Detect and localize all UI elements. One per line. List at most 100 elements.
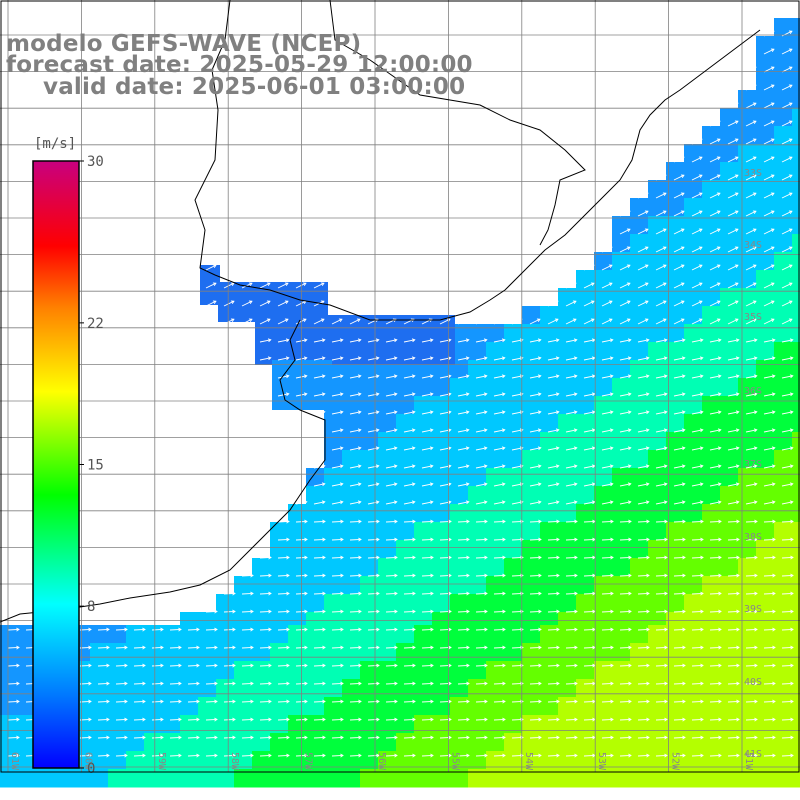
wind-arrow <box>781 228 793 235</box>
wind-arrow <box>457 719 470 721</box>
wind-arrow-head <box>609 446 614 451</box>
wind-arrow <box>133 665 146 667</box>
wind-speed-cell <box>486 414 505 433</box>
wind-speed-cell <box>612 643 631 662</box>
wind-arrow <box>673 629 686 631</box>
wind-arrow <box>493 318 505 325</box>
wind-arrow <box>547 593 560 595</box>
wind-speed-cell <box>324 558 343 577</box>
wind-arrow <box>709 264 721 271</box>
wind-arrow <box>457 300 469 307</box>
wind-speed-cell <box>666 540 685 559</box>
wind-arrow <box>745 357 757 361</box>
wind-arrow <box>673 683 686 685</box>
wind-speed-cell <box>792 697 800 716</box>
wind-speed-cell <box>522 360 541 379</box>
wind-arrow-head <box>771 464 776 469</box>
wind-arrow-head <box>429 446 434 451</box>
wind-arrow <box>475 737 488 739</box>
wind-speed-cell <box>360 486 379 505</box>
wind-speed-cell <box>522 450 541 469</box>
wind-speed-cell <box>792 522 800 541</box>
wind-arrow-head <box>681 338 686 343</box>
wind-arrow-head <box>520 573 524 578</box>
wind-arrow <box>727 521 740 523</box>
wind-arrow <box>187 737 200 739</box>
wind-arrow <box>277 411 289 415</box>
wind-arrow-head <box>789 392 794 397</box>
wind-arrow <box>241 375 253 379</box>
wind-speed-cell <box>540 378 559 397</box>
wind-speed-cell <box>648 324 667 343</box>
wind-arrow-head <box>466 663 470 668</box>
wind-arrow-head <box>320 318 325 322</box>
wind-arrow-head <box>663 410 668 415</box>
wind-arrow-head <box>754 645 758 650</box>
wind-arrow <box>727 557 740 559</box>
wind-arrow-head <box>754 681 758 686</box>
wind-arrow <box>655 210 667 217</box>
wind-arrow-head <box>394 591 398 596</box>
wind-arrow-head <box>770 156 775 160</box>
wind-arrow-head <box>555 338 560 343</box>
wind-arrow <box>349 593 362 595</box>
wind-speed-cell <box>594 252 613 271</box>
wind-arrow <box>709 174 721 181</box>
wind-arrow-head <box>664 717 668 722</box>
wind-speed-cell <box>720 540 739 559</box>
wind-arrow <box>223 665 236 667</box>
wind-arrow-head <box>339 392 344 397</box>
wind-arrow <box>763 156 775 163</box>
wind-arrow-head <box>663 338 668 343</box>
wind-arrow <box>655 593 668 595</box>
wind-arrow <box>547 411 559 415</box>
wind-speed-cell <box>558 558 577 577</box>
wind-arrow-head <box>574 735 578 740</box>
wind-speed-cell <box>270 661 289 680</box>
wind-arrow-head <box>393 446 398 451</box>
wind-arrow <box>745 557 758 559</box>
wind-arrow-head <box>664 753 668 758</box>
wind-speed-cell <box>504 432 523 451</box>
wind-speed-cell <box>432 504 451 523</box>
wind-arrow <box>673 411 685 415</box>
wind-speed-cell <box>414 414 433 433</box>
wind-arrow <box>313 683 326 685</box>
wind-speed-cell <box>738 144 757 163</box>
wind-arrow <box>403 557 416 559</box>
wind-arrow <box>349 318 361 325</box>
wind-arrow <box>565 429 577 433</box>
wind-arrow-head <box>788 156 793 160</box>
wind-arrow-head <box>357 410 362 415</box>
wind-arrow-head <box>412 627 416 632</box>
wind-speed-cell <box>720 558 739 577</box>
wind-arrow <box>79 701 92 703</box>
wind-arrow-head <box>303 374 308 379</box>
wind-arrow-head <box>214 609 218 614</box>
wind-arrow-head <box>664 735 668 740</box>
wind-arrow-head <box>16 735 20 740</box>
wind-arrow <box>241 665 254 667</box>
wind-arrow <box>727 318 739 325</box>
wind-arrow <box>367 501 379 505</box>
wind-arrow <box>745 483 757 487</box>
wind-arrow <box>79 755 92 757</box>
wind-arrow <box>457 647 470 649</box>
wind-arrow <box>745 156 757 163</box>
wind-arrow-head <box>484 735 488 740</box>
wind-speed-cell <box>738 126 757 145</box>
wind-arrow <box>691 264 703 271</box>
wind-arrow <box>295 300 307 307</box>
wind-speed-cell <box>720 216 739 235</box>
wind-speed-cell <box>576 558 595 577</box>
wind-arrow <box>97 719 110 721</box>
wind-speed-cell <box>288 504 307 523</box>
wind-arrow-head <box>771 428 776 433</box>
wind-arrow <box>277 647 290 649</box>
wind-speed-cell <box>702 769 721 788</box>
wind-arrow-head <box>771 356 776 361</box>
wind-arrow-head <box>393 410 398 415</box>
wind-speed-cell <box>504 360 523 379</box>
wind-arrow-head <box>610 645 614 650</box>
wind-speed-cell <box>594 769 613 788</box>
